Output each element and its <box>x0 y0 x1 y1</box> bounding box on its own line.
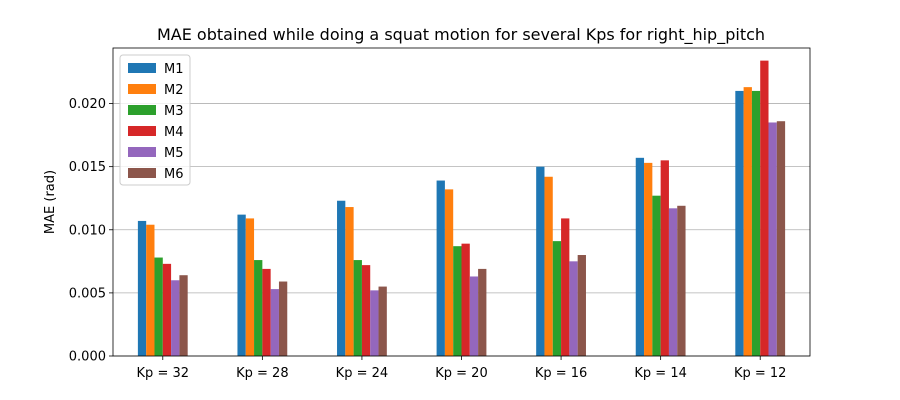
bar-m5-2 <box>270 289 279 356</box>
bar-m3-6 <box>652 195 661 356</box>
bar-m1-4 <box>436 180 445 356</box>
legend-label-m6: M6 <box>164 167 184 182</box>
bar-m5-3 <box>370 290 379 356</box>
bar-m6-4 <box>478 268 487 356</box>
bar-m5-7 <box>768 122 777 357</box>
legend-label-m4: M4 <box>164 125 184 140</box>
legend-label-m3: M3 <box>164 104 184 119</box>
x-tick-label: Kp = 32 <box>137 366 189 381</box>
chart-title: MAE obtained while doing a squat motion … <box>157 25 765 45</box>
bars <box>137 60 786 357</box>
bar-m2-7 <box>743 87 752 356</box>
bar-m3-7 <box>751 90 761 356</box>
bar-m1-1 <box>137 220 147 356</box>
y-tick-label: 0.015 <box>69 160 106 175</box>
bar-m1-2 <box>237 214 246 356</box>
bar-m1-7 <box>735 90 744 356</box>
bar-m3-2 <box>254 260 263 356</box>
bar-m1-6 <box>635 157 645 356</box>
bar-m5-6 <box>668 208 678 356</box>
bar-m2-6 <box>644 162 653 356</box>
bar-m4-7 <box>760 60 769 356</box>
bar-m2-2 <box>245 218 255 356</box>
plot-frame <box>112 47 811 357</box>
legend-swatch-m1 <box>128 63 156 73</box>
bar-m4-3 <box>361 265 371 356</box>
legend-swatch-m5 <box>128 147 156 157</box>
bar-m4-5 <box>561 218 570 356</box>
bar-m3-4 <box>453 246 462 356</box>
bar-m3-5 <box>552 241 562 356</box>
y-tick-label: 0.020 <box>69 97 106 112</box>
x-tick-label: Kp = 14 <box>634 366 686 381</box>
y-tick-label: 0.000 <box>69 350 106 365</box>
bar-m2-4 <box>444 189 454 356</box>
x-tick-label: Kp = 20 <box>435 366 487 381</box>
bar-m2-5 <box>544 176 553 356</box>
bar-m6-5 <box>577 255 586 356</box>
y-tick-label: 0.010 <box>69 223 106 238</box>
bar-m5-1 <box>171 280 180 356</box>
legend-label-m2: M2 <box>164 83 184 98</box>
x-tick-label: Kp = 24 <box>336 366 388 381</box>
y-axis-title: MAE (rad) <box>43 170 58 234</box>
bar-m5-5 <box>569 261 578 356</box>
x-tick-label: Kp = 28 <box>236 366 288 381</box>
legend-swatch-m2 <box>128 84 156 94</box>
bar-m6-1 <box>179 275 188 356</box>
bar-m4-1 <box>162 263 172 356</box>
axes: 0.000 0.005 0.010 0.015 0.020 Kp = 32 Kp = 28 K… <box>69 47 811 381</box>
bar-m2-3 <box>345 207 354 356</box>
bar-m4-2 <box>262 268 271 356</box>
bar-m1-5 <box>536 166 545 356</box>
bar-m6-7 <box>776 121 786 357</box>
bar-m4-6 <box>660 160 669 356</box>
bar-m1-3 <box>337 200 346 356</box>
y-tick-label: 0.005 <box>69 286 106 301</box>
bar-m5-4 <box>469 276 479 356</box>
x-tick-label: Kp = 12 <box>734 366 786 381</box>
legend-swatch-m3 <box>128 105 156 115</box>
bar-m3-1 <box>154 257 163 356</box>
bar-m3-3 <box>353 260 362 356</box>
bar-m6-6 <box>677 205 686 356</box>
legend-swatch-m4 <box>128 126 156 136</box>
legend-label-m1: M1 <box>164 62 184 77</box>
bar-m6-3 <box>378 286 387 356</box>
bar-m2-1 <box>146 224 155 356</box>
bar-m4-4 <box>461 243 470 356</box>
bar-m6-2 <box>278 281 288 356</box>
legend-swatch-m6 <box>128 168 156 178</box>
legend-label-m5: M5 <box>164 146 184 161</box>
x-tick-label: Kp = 16 <box>535 366 587 381</box>
legend: M1 M2 M3 M4 M5 M6 <box>119 54 191 186</box>
